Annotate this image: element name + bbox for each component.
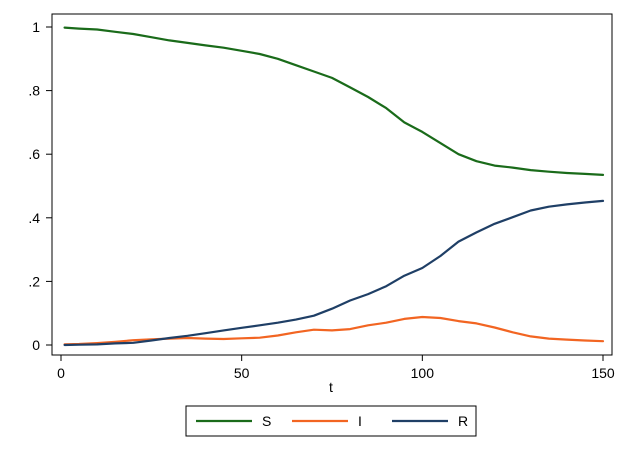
series-line-i xyxy=(63,315,605,346)
legend-label-r: R xyxy=(458,413,468,429)
y-tick-label: .4 xyxy=(28,210,40,226)
series-lines xyxy=(63,26,605,347)
plot-area-frame xyxy=(51,13,613,356)
series-line-r xyxy=(63,199,605,347)
legend-label-i: I xyxy=(358,413,362,429)
series-line-s xyxy=(63,26,605,176)
y-tick-label: .6 xyxy=(28,146,40,162)
legend-label-s: S xyxy=(262,413,271,429)
y-axis: 0 .2 .4 .6 .8 1 xyxy=(28,19,52,353)
y-tick-label: .8 xyxy=(28,83,40,99)
y-tick-label: .2 xyxy=(28,273,40,289)
y-tick-label: 1 xyxy=(32,19,40,35)
x-tick-label: 100 xyxy=(411,365,435,381)
x-axis: 0 50 100 150 xyxy=(57,355,615,381)
y-tick-label: 0 xyxy=(32,337,40,353)
x-axis-label: t xyxy=(329,379,333,395)
x-tick-label: 50 xyxy=(234,365,250,381)
x-tick-label: 150 xyxy=(591,365,615,381)
x-tick-label: 0 xyxy=(57,365,65,381)
